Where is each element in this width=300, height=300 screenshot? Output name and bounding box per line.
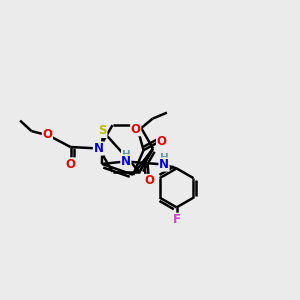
Text: O: O bbox=[131, 123, 141, 136]
Text: O: O bbox=[42, 128, 52, 141]
Text: H: H bbox=[160, 153, 168, 163]
Text: S: S bbox=[98, 124, 107, 137]
Text: F: F bbox=[172, 213, 181, 226]
Text: N: N bbox=[159, 158, 169, 171]
Text: H: H bbox=[122, 150, 130, 160]
Text: N: N bbox=[121, 155, 131, 168]
Text: O: O bbox=[157, 135, 166, 148]
Text: N: N bbox=[93, 142, 103, 155]
Text: O: O bbox=[145, 175, 154, 188]
Text: O: O bbox=[65, 158, 76, 171]
